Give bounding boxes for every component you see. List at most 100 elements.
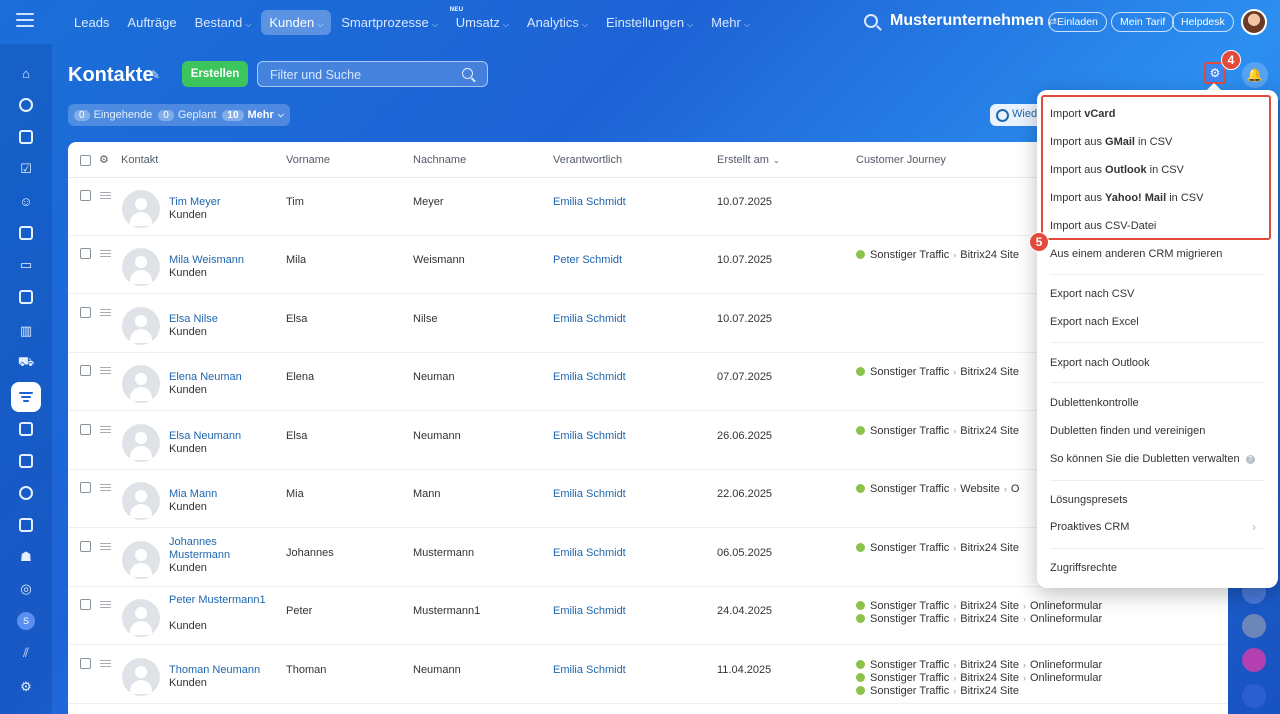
- table-row[interactable]: Elsa Nilse Kunden Elsa Nilse Emilia Schmidt 1…: [68, 295, 1228, 353]
- table-row[interactable]: Thoman Neumann Kunden Thoman Neumann Emilia …: [68, 646, 1228, 704]
- lock-icon[interactable]: [1242, 648, 1266, 672]
- bot-icon[interactable]: ☗: [20, 549, 32, 564]
- col-nachname[interactable]: Nachname: [413, 154, 467, 166]
- menu-item[interactable]: Export nach Excel: [1050, 316, 1139, 328]
- crm-icon[interactable]: [11, 382, 41, 412]
- responsible-link[interactable]: Emilia Schmidt: [553, 371, 626, 383]
- lock-icon[interactable]: [1242, 684, 1266, 708]
- helpdesk-button[interactable]: Helpdesk: [1172, 12, 1234, 32]
- nav-item[interactable]: NEU Umsatz ⌵: [448, 7, 517, 35]
- plan-button[interactable]: Mein Tarif: [1111, 12, 1175, 32]
- repeat-button[interactable]: Wied: [990, 104, 1050, 126]
- home-icon[interactable]: ⌂: [22, 65, 30, 81]
- filter-search-input[interactable]: Filter und Suche: [257, 61, 488, 87]
- help-icon[interactable]: ?: [1245, 455, 1255, 464]
- search-icon[interactable]: [864, 14, 878, 28]
- row-checkbox[interactable]: [80, 248, 91, 259]
- calendar-icon[interactable]: [17, 288, 35, 306]
- row-checkbox[interactable]: [80, 658, 91, 669]
- nav-item[interactable]: Einstellungen ⌵: [598, 10, 701, 35]
- responsible-link[interactable]: Emilia Schmidt: [553, 313, 626, 325]
- counter-item[interactable]: 0 Geplant: [158, 109, 216, 121]
- responsible-link[interactable]: Emilia Schmidt: [553, 664, 626, 676]
- col-erstellt[interactable]: Erstellt am ⌄: [717, 154, 780, 166]
- responsible-link[interactable]: Emilia Schmidt: [553, 605, 626, 617]
- market-icon[interactable]: ⫽: [23, 645, 29, 660]
- drive-icon[interactable]: ▭: [19, 257, 33, 272]
- settings-gear-button[interactable]: ⚙: [1204, 62, 1226, 84]
- sign-icon[interactable]: [17, 420, 35, 438]
- support-icon[interactable]: [17, 484, 35, 502]
- contact-name-link[interactable]: Mila Weismann: [169, 254, 244, 266]
- goals-icon[interactable]: ◎: [20, 581, 32, 596]
- contact-name-link[interactable]: Elsa Neumann: [169, 430, 242, 442]
- contact-name-link[interactable]: Peter Mustermann1: [169, 594, 266, 606]
- responsible-link[interactable]: Emilia Schmidt: [553, 196, 626, 208]
- nav-item[interactable]: Smartprozesse ⌵: [333, 10, 446, 35]
- nav-item[interactable]: Kunden ⌵: [261, 9, 332, 35]
- contact-name-link[interactable]: Thoman Neumann: [169, 664, 261, 676]
- menu-item[interactable]: Import aus GMail in CSV: [1050, 136, 1172, 148]
- drag-handle-icon[interactable]: [100, 367, 111, 376]
- drag-handle-icon[interactable]: [100, 484, 111, 493]
- table-row[interactable]: Peter Mustermann1 Kunden Peter Mustermann1 E…: [68, 587, 1228, 645]
- menu-item[interactable]: Zugriffsrechte: [1050, 562, 1117, 574]
- nav-item[interactable]: Analytics ⌵: [519, 10, 596, 35]
- create-button[interactable]: Erstellen: [182, 61, 248, 87]
- analytics-icon[interactable]: ▥: [19, 323, 33, 338]
- table-row[interactable]: Johannes Mustermann Kunden Johannes Musterm…: [68, 529, 1228, 587]
- menu-item[interactable]: Export nach Outlook: [1050, 357, 1150, 369]
- contact-center-icon[interactable]: [17, 452, 35, 470]
- company-name[interactable]: Musterunternehmen ⇄: [890, 12, 1057, 30]
- pin-icon[interactable]: ✎: [150, 68, 161, 82]
- drag-handle-icon[interactable]: [100, 250, 111, 259]
- row-checkbox[interactable]: [80, 365, 91, 376]
- col-journey[interactable]: Customer Journey: [856, 154, 946, 166]
- robot-icon[interactable]: [1242, 614, 1266, 638]
- row-checkbox[interactable]: [80, 599, 91, 610]
- cart-icon[interactable]: ⛟: [17, 354, 35, 369]
- menu-item[interactable]: Import aus CSV-Datei: [1050, 220, 1156, 232]
- responsible-link[interactable]: Emilia Schmidt: [553, 547, 626, 559]
- user-avatar[interactable]: [1241, 9, 1267, 35]
- chat-icon[interactable]: [17, 96, 35, 114]
- menu-item[interactable]: Aus einem anderen CRM migrieren: [1050, 248, 1222, 260]
- contact-name-link[interactable]: Elena Neuman: [169, 371, 242, 383]
- drag-handle-icon[interactable]: [100, 601, 111, 610]
- contact-name-link[interactable]: Tim Meyer: [169, 196, 221, 208]
- nav-item[interactable]: Bestand ⌵: [187, 10, 260, 35]
- menu-item[interactable]: Import aus Yahoo! Mail in CSV: [1050, 192, 1203, 204]
- menu-item[interactable]: Lösungspresets: [1050, 494, 1128, 506]
- table-row[interactable]: Tim Meyer Kunden Tim Meyer Emilia Schmidt 10.…: [68, 178, 1228, 236]
- counter-item[interactable]: 0 Eingehende: [74, 109, 152, 121]
- contact-name-link[interactable]: Johannes Mustermann: [169, 536, 231, 561]
- row-checkbox[interactable]: [80, 482, 91, 493]
- row-checkbox[interactable]: [80, 190, 91, 201]
- documents-icon[interactable]: [17, 224, 35, 242]
- feed-icon[interactable]: [17, 128, 35, 146]
- col-vorname[interactable]: Vorname: [286, 154, 331, 166]
- responsible-link[interactable]: Peter Schmidt: [553, 254, 623, 266]
- menu-icon[interactable]: [16, 13, 34, 31]
- groups-icon[interactable]: ☺: [19, 193, 33, 209]
- booking-icon[interactable]: [17, 516, 35, 534]
- nav-item[interactable]: Leads: [66, 10, 117, 35]
- select-all-checkbox[interactable]: [80, 155, 91, 166]
- user-initial-icon[interactable]: S: [17, 612, 35, 630]
- drag-handle-icon[interactable]: [100, 192, 111, 201]
- row-checkbox[interactable]: [80, 307, 91, 318]
- contact-name-link[interactable]: Mia Mann: [169, 488, 218, 500]
- column-settings-icon[interactable]: ⚙: [99, 154, 109, 166]
- settings-icon[interactable]: ⚙: [20, 679, 32, 694]
- menu-item[interactable]: Import vCard: [1050, 108, 1115, 120]
- table-row[interactable]: Elsa Neumann Kunden Elsa Neumann Emilia Schm…: [68, 412, 1228, 470]
- drag-handle-icon[interactable]: [100, 660, 111, 669]
- nav-item[interactable]: Aufträge: [119, 10, 184, 35]
- nav-item[interactable]: Mehr ⌵: [703, 10, 758, 35]
- row-checkbox[interactable]: [80, 541, 91, 552]
- counter-item[interactable]: 10 Mehr ⌵: [222, 109, 284, 121]
- table-row[interactable]: Mia Mann Kunden Mia Mann Emilia Schmidt 22.06…: [68, 470, 1228, 528]
- menu-item[interactable]: Dublettenkontrolle: [1050, 397, 1139, 409]
- menu-item[interactable]: Import aus Outlook in CSV: [1050, 164, 1184, 176]
- notifications-icon[interactable]: 🔔: [1242, 62, 1268, 88]
